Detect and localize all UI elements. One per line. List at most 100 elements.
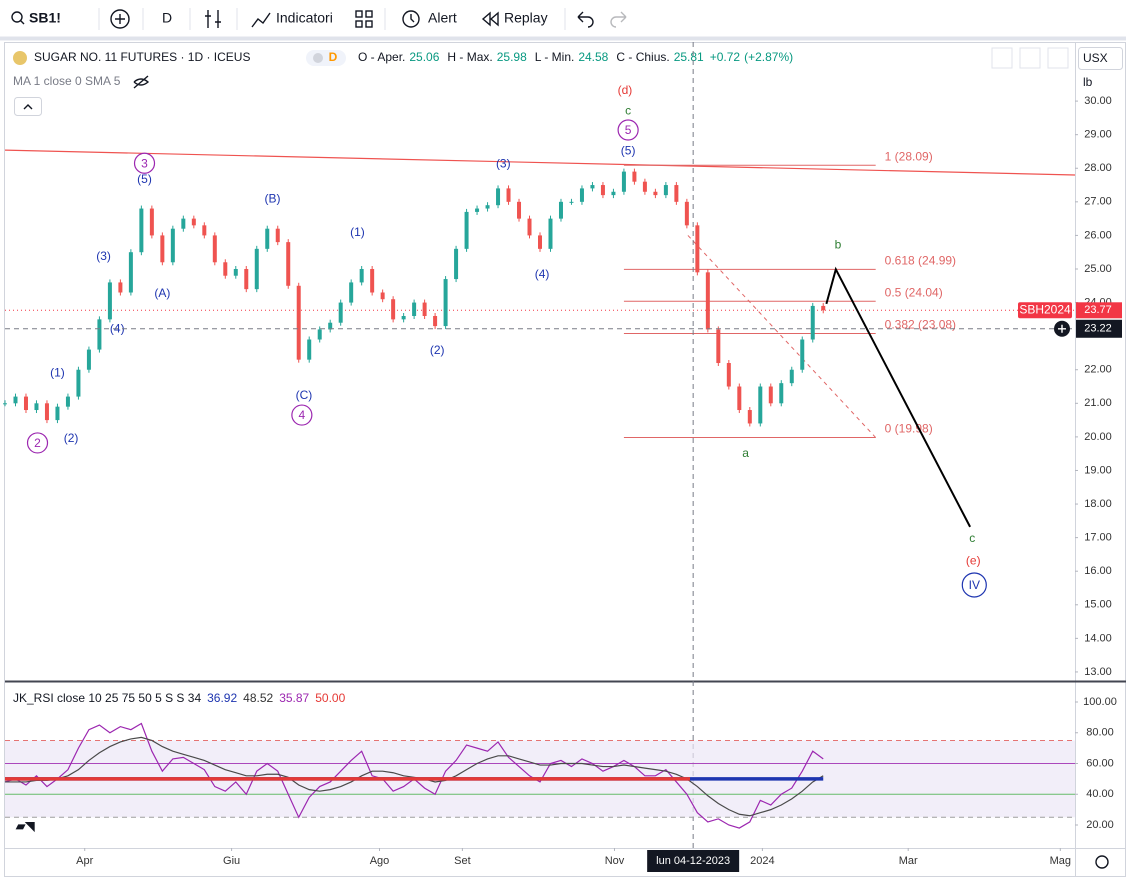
candle xyxy=(779,383,784,404)
alert-button[interactable]: Alert xyxy=(428,10,457,26)
candle xyxy=(632,171,637,182)
y-tick-label: 30.00 xyxy=(1084,95,1112,107)
candle xyxy=(181,218,186,229)
y-tick-label: 18.00 xyxy=(1084,498,1112,510)
candle xyxy=(642,181,647,192)
wave-label: (B) xyxy=(265,191,281,205)
replay-icon xyxy=(481,11,499,27)
candle xyxy=(3,403,7,405)
candle xyxy=(65,396,70,407)
candle xyxy=(191,218,196,226)
candle xyxy=(233,268,238,276)
wave-label: c xyxy=(969,531,975,545)
crosshair-price-bg xyxy=(1076,319,1122,338)
candle xyxy=(527,218,532,236)
candle xyxy=(747,410,752,424)
unit[interactable]: lb xyxy=(1083,75,1093,89)
y-tick-label: 19.00 xyxy=(1084,464,1112,476)
wave-label: IV xyxy=(969,578,980,592)
candle xyxy=(149,208,154,236)
x-tick-label: 2024 xyxy=(750,855,774,867)
candle xyxy=(579,188,584,202)
wave-label: 3 xyxy=(141,156,148,170)
wave-label: 5 xyxy=(625,123,632,137)
y-tick-label: 60.00 xyxy=(1086,757,1114,769)
candle xyxy=(768,386,773,404)
add-symbol-icon xyxy=(115,14,125,24)
collapse-icon xyxy=(23,104,33,110)
y-tick-label: 80.00 xyxy=(1086,727,1114,739)
replay-button[interactable]: Replay xyxy=(504,10,548,26)
pane-button[interactable] xyxy=(991,47,1013,69)
wave-label: (3) xyxy=(496,156,511,170)
layout-icon xyxy=(355,20,363,28)
candle xyxy=(674,185,679,202)
x-tick-label: Apr xyxy=(76,855,93,867)
pane-button[interactable] xyxy=(1047,47,1069,69)
candle xyxy=(76,369,81,397)
rsi-legend: JK_RSI close 10 25 75 50 5 S S 34 36.92 48… xyxy=(13,691,346,705)
candle xyxy=(590,185,595,189)
wave-label: b xyxy=(835,237,842,251)
candle xyxy=(538,235,542,249)
chart-type-button[interactable] xyxy=(205,10,221,28)
ohlc-label: C - Chius. xyxy=(616,50,669,64)
wave-label: a xyxy=(742,446,749,460)
y-tick-label: 22.00 xyxy=(1084,364,1112,376)
candle xyxy=(254,248,259,290)
interval[interactable]: D xyxy=(162,10,172,26)
candle xyxy=(716,329,721,364)
candle xyxy=(621,171,626,192)
rsi-legend-value: 36.92 xyxy=(207,691,237,705)
candle xyxy=(663,185,668,196)
logo: ▰◥ xyxy=(15,819,35,833)
alert-icon xyxy=(410,14,415,23)
candle xyxy=(433,316,438,327)
candle xyxy=(44,403,49,421)
candle xyxy=(443,279,448,327)
candle xyxy=(97,319,102,350)
currency[interactable]: USX xyxy=(1083,51,1108,65)
candle xyxy=(370,268,375,293)
ohlc-value: 25.06 xyxy=(409,50,439,64)
wave-circle xyxy=(291,404,313,426)
badge-bg xyxy=(306,50,346,66)
undo-button[interactable] xyxy=(577,11,594,28)
crosshair-date: lun 04-12-2023 xyxy=(656,855,730,867)
price-tag-name-bg xyxy=(1018,302,1072,319)
symbol[interactable]: SB1! xyxy=(29,10,61,26)
redo-button[interactable] xyxy=(610,11,627,28)
y-tick-label: 13.00 xyxy=(1084,666,1112,678)
search-icon xyxy=(20,20,25,25)
candle xyxy=(475,208,480,212)
collapse-button[interactable] xyxy=(14,97,42,116)
candle xyxy=(317,329,322,340)
ohlc-value: 24.58 xyxy=(578,50,608,64)
visibility-toggle[interactable] xyxy=(133,75,150,89)
settings-button[interactable] xyxy=(1095,855,1109,869)
crosshair-date-bg xyxy=(647,850,740,872)
pane-button[interactable] xyxy=(1019,47,1041,69)
y-tick-label: 16.00 xyxy=(1084,565,1112,577)
projection xyxy=(825,266,971,528)
search-icon xyxy=(11,11,23,23)
candle xyxy=(695,225,700,273)
y-tick-label: 14.00 xyxy=(1084,632,1112,644)
candle xyxy=(454,248,459,280)
candle xyxy=(821,305,826,311)
candle xyxy=(464,211,469,249)
change-pct: (+2.87%) xyxy=(744,50,793,64)
wave-label: c xyxy=(625,103,631,117)
price-tag-name: SBH2024 xyxy=(1019,302,1071,316)
candle xyxy=(13,396,18,404)
x-tick-label: Giu xyxy=(223,855,240,867)
y-tick-label: 15.00 xyxy=(1084,599,1112,611)
alert-icon xyxy=(402,10,420,28)
symbol-logo xyxy=(13,51,27,65)
currency-button[interactable] xyxy=(1078,47,1123,70)
indicators-button[interactable]: Indicatori xyxy=(276,10,333,26)
symbol-search[interactable]: SB1! xyxy=(11,10,61,26)
fib-trendline xyxy=(687,235,877,438)
layouts-button[interactable] xyxy=(355,10,373,28)
add-symbol[interactable] xyxy=(110,9,130,29)
